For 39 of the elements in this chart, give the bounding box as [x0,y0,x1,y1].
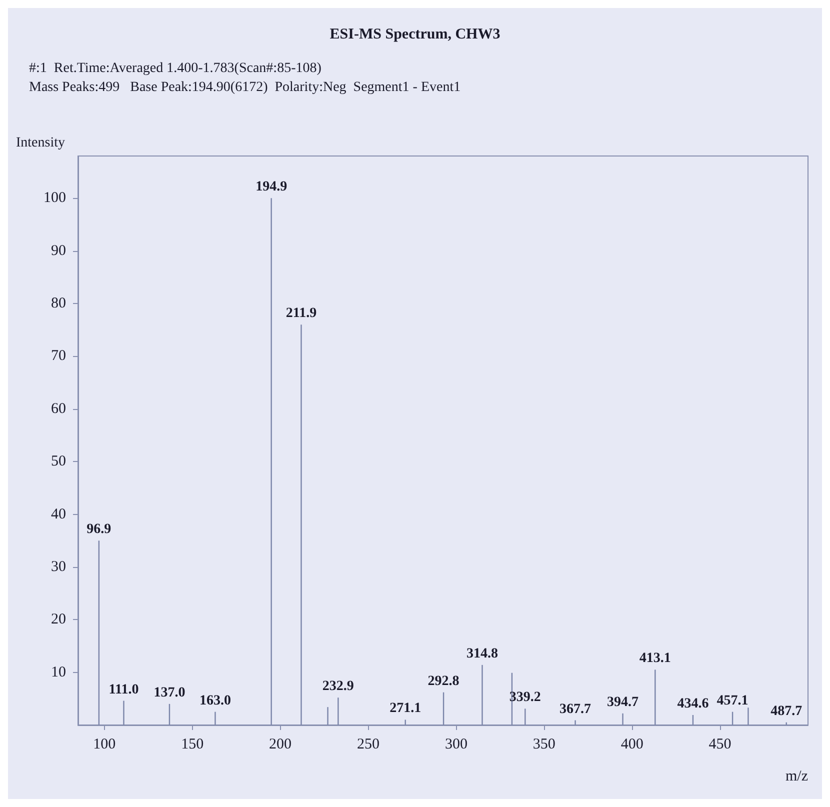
y-tick-label: 50 [51,454,66,470]
x-tick-label: 300 [444,736,468,752]
y-tick-label: 100 [44,190,66,206]
x-tick-label: 450 [708,736,732,752]
x-axis-title: m/z [786,768,808,784]
y-axis-title: Intensity [16,136,65,150]
annotation: 271.1 [390,701,422,716]
annotation: 434.6 [677,696,709,712]
y-tick-label: 90 [51,242,66,259]
y-tick-label: 30 [51,558,66,575]
annotation: 194.9 [256,180,288,195]
y-tick-label: 70 [51,348,66,364]
y-tick-label: 10 [51,664,66,680]
annotation: 211.9 [286,306,317,322]
annotation: 413.1 [639,651,671,666]
x-tick-label: 350 [532,736,556,752]
annotation: 339.2 [509,690,541,706]
annotation: 137.0 [154,685,186,700]
y-tick-label: 40 [51,506,66,522]
chart-subtitle: #:1 Ret.Time:Averaged 1.400-1.783(Scan#:85-108) Mass Peaks:499 Base Peak:194.90(6172) Polarity:Neg Segment1 - Event1 [29,61,461,95]
chart-title: ESI-MS Spectrum, CHW3 [330,26,500,42]
annotation: 394.7 [607,694,639,710]
x-tick-label: 150 [181,736,204,752]
y-tick-label: 60 [51,400,66,417]
x-tick-label: 100 [93,736,116,752]
annotation: 487.7 [770,704,802,719]
x-tick-label: 400 [620,736,644,752]
annotation: 111.0 [108,682,139,698]
annotation: 367.7 [560,702,592,717]
annotation: 96.9 [86,522,112,538]
annotation: 314.8 [466,646,498,662]
x-tick-label: 200 [269,736,292,752]
y-tick-label: 80 [51,296,66,312]
annotation: 163.0 [199,693,231,708]
x-tick-label: 250 [356,736,380,752]
annotation: 292.8 [428,674,460,689]
y-tick-label: 20 [51,612,66,628]
annotation: 457.1 [716,693,748,708]
annotation: 232.9 [322,679,354,694]
